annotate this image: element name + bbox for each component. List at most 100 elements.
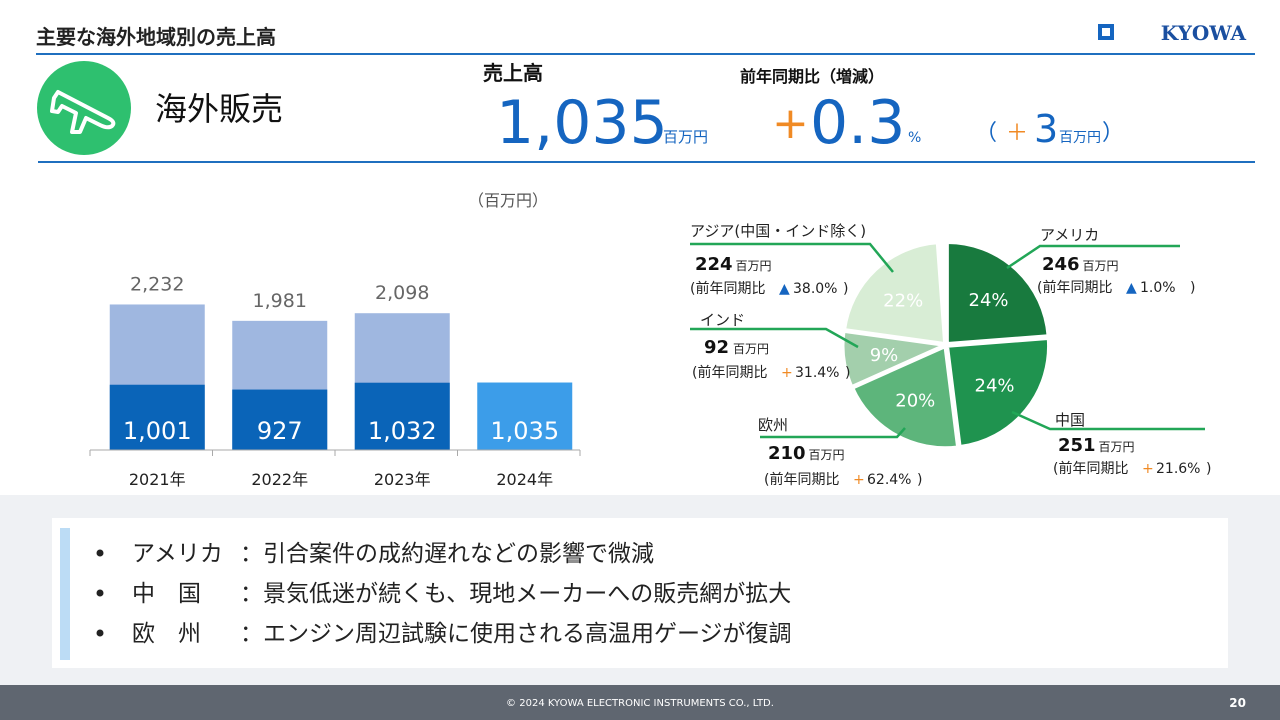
bar — [354, 382, 450, 450]
change-sign: ▲ — [1126, 280, 1137, 296]
change-suffix: ) — [845, 365, 850, 381]
diff-sign: ＋ — [1006, 121, 1028, 146]
change-suffix: ) — [843, 281, 848, 297]
bullet-dot — [96, 629, 104, 637]
bullet-dot — [96, 549, 104, 557]
bullet-text: ：引合案件の成約遅れなどの影響で微減 — [240, 541, 654, 567]
x-tick-label: 2021年 — [129, 470, 186, 489]
change-sign: ▲ — [779, 281, 790, 297]
region-unit: 百万円 — [809, 448, 845, 462]
bullet-dot — [96, 589, 104, 597]
region-unit: 百万円 — [1083, 259, 1119, 273]
diff-close: ） — [1102, 121, 1124, 146]
pie-percent-label: 24% — [969, 290, 1009, 311]
pie-percent-label: 20% — [895, 391, 935, 412]
pie-slice — [841, 329, 950, 389]
logo-mark-inner — [1102, 28, 1110, 36]
sales-label: 売上高 — [483, 61, 543, 85]
callout-line — [1006, 244, 1180, 270]
change-sign: + — [781, 365, 793, 381]
region-value: 224 — [695, 254, 733, 275]
bullet-text: ：景気低迷が続くも、現地メーカーへの販売網が拡大 — [240, 581, 791, 607]
region-value: 246 — [1042, 254, 1080, 275]
pie-slice — [945, 241, 1050, 346]
change-suffix: ) — [917, 472, 922, 488]
diff-value: 3 — [1034, 107, 1058, 151]
region-label: インド — [700, 311, 745, 329]
region-unit: 百万円 — [1099, 440, 1135, 454]
pie-slice — [936, 240, 948, 344]
bar-value-label: 1,032 — [368, 417, 437, 445]
change-value: 38.0% — [793, 281, 837, 297]
change-sign: + — [853, 472, 865, 488]
region-unit: 百万円 — [733, 342, 769, 356]
x-tick-label: 2024年 — [496, 470, 553, 489]
region-value: 92 — [704, 337, 729, 358]
bullet-label: 欧 州 — [132, 621, 201, 647]
bar — [477, 382, 573, 450]
change-sign: + — [1142, 461, 1154, 477]
bar-value-label: 1,035 — [490, 417, 559, 445]
callout-line — [690, 327, 859, 349]
change-value: 31.4% — [795, 365, 839, 381]
change-value: 21.6% — [1156, 461, 1200, 477]
unit-label: （百万円） — [468, 191, 548, 210]
pie-percent-label: 9% — [870, 345, 899, 366]
yoy-sign: + — [772, 98, 809, 149]
footer-bar — [0, 685, 1280, 720]
region-label: アメリカ — [1040, 226, 1099, 244]
diff-open: （ — [975, 121, 997, 146]
bar-value-label: 927 — [257, 417, 303, 445]
change-prefix: (前年同期比 — [1037, 279, 1112, 296]
bar — [109, 384, 205, 450]
sales-value: 1,035 — [496, 88, 668, 158]
region-label: 中国 — [1055, 411, 1085, 429]
section-icon — [37, 61, 131, 155]
bar-value-label: 1,001 — [123, 417, 192, 445]
airplane-icon — [50, 90, 116, 134]
bar — [232, 389, 328, 450]
x-tick-label: 2022年 — [251, 470, 308, 489]
pie-percent-label: 22% — [883, 290, 923, 311]
callout-line — [760, 427, 906, 439]
yoy-value: 0.3 — [810, 88, 905, 158]
diff-unit: 百万円 — [1059, 130, 1101, 146]
copyright: © 2024 KYOWA ELECTRONIC INSTRUMENTS CO.,… — [506, 698, 774, 709]
change-prefix: (前年同期比 — [1053, 460, 1128, 477]
bar-value-label: 2,232 — [130, 273, 184, 295]
x-tick-label: 2023年 — [374, 470, 431, 489]
pie-slice — [850, 344, 960, 450]
change-prefix: (前年同期比 — [690, 280, 765, 297]
bullet-label: アメリカ — [132, 541, 223, 567]
section-title: 海外販売 — [155, 90, 283, 128]
slide-title: 主要な海外地域別の売上高 — [36, 25, 276, 49]
region-label: 欧州 — [758, 416, 788, 434]
callout-line — [1011, 410, 1205, 431]
pie-percent-label: 24% — [975, 376, 1015, 397]
bullet-label: 中 国 — [132, 581, 201, 607]
change-suffix: ) — [1206, 461, 1211, 477]
change-prefix: (前年同期比 — [764, 471, 839, 488]
sales-unit: 百万円 — [663, 128, 708, 146]
change-suffix: ) — [1190, 280, 1195, 296]
callout-line — [690, 242, 894, 273]
bar-value-label: 2,098 — [375, 282, 429, 304]
pie-slice — [945, 336, 1051, 449]
bar-value-label: 1,981 — [253, 290, 307, 312]
region-label: アジア(中国・インド除く) — [690, 222, 866, 240]
region-value: 251 — [1058, 435, 1096, 456]
yoy-label: 前年同期比（増減） — [740, 67, 884, 86]
region-unit: 百万円 — [736, 259, 772, 273]
logo: KYOWA — [1161, 21, 1247, 45]
comment-panel — [52, 518, 1228, 668]
page-number: 20 — [1229, 696, 1246, 710]
bullet-text: ：エンジン周辺試験に使用される高温用ゲージが復調 — [240, 621, 792, 647]
change-value: 62.4% — [867, 472, 911, 488]
comment-accent — [60, 528, 70, 660]
pie-slice — [842, 241, 947, 346]
change-prefix: (前年同期比 — [692, 364, 767, 381]
yoy-unit: % — [908, 130, 921, 146]
change-value: 1.0% — [1140, 280, 1176, 296]
